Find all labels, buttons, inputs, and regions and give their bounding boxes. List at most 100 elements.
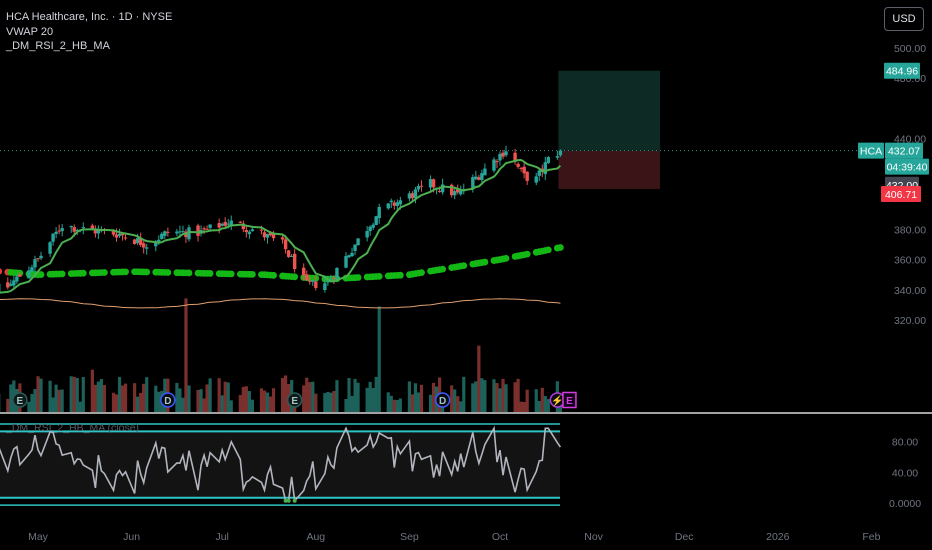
target-zone[interactable] — [558, 70, 661, 151]
candle — [495, 159, 499, 169]
candle-body — [501, 152, 505, 157]
candle — [525, 171, 529, 185]
rsi-indicator-label[interactable]: _DM_RSI_2_HB_MA — [6, 40, 110, 52]
volume-bar — [335, 380, 339, 412]
volume-bar — [238, 394, 242, 412]
vwap-indicator-label[interactable]: VWAP 20 — [6, 25, 54, 38]
slow-ma-dot — [375, 272, 383, 280]
candle — [39, 251, 43, 261]
candle — [184, 229, 188, 243]
volume-bar — [407, 381, 412, 412]
volume-bar — [250, 399, 254, 412]
volume-bar — [247, 391, 251, 412]
candlesticks — [0, 145, 563, 294]
volume-bar — [27, 401, 31, 412]
last-price-badge-text: 432.07 — [888, 146, 920, 158]
earnings-upcoming-marker[interactable]: E — [562, 391, 577, 409]
candle-body — [27, 270, 31, 279]
slow-ma-dot — [291, 273, 299, 281]
target-price-badge[interactable]: 484.96 — [884, 62, 920, 79]
candle-body — [75, 230, 79, 232]
candle-body — [60, 228, 64, 232]
countdown-badge-bg — [885, 158, 929, 175]
candle-body — [262, 232, 267, 238]
last-price-badge[interactable]: 432.07 — [885, 142, 923, 159]
volume-bar — [534, 389, 538, 412]
last-price-badge-bg — [885, 142, 923, 159]
time-axis-label: Oct — [492, 531, 508, 543]
volume-bar — [308, 382, 312, 412]
volume-bar — [483, 380, 487, 412]
countdown-badge[interactable]: 04:39:40 — [885, 158, 929, 175]
volume-bar — [450, 385, 454, 412]
slow-ma-dot — [227, 270, 235, 278]
candle — [365, 226, 369, 242]
candle-body — [498, 153, 502, 161]
volume-bar — [114, 394, 119, 412]
candle — [537, 169, 541, 182]
candle — [175, 228, 179, 237]
volume-bar — [546, 399, 550, 412]
candle-body — [72, 227, 76, 232]
candle — [187, 224, 191, 242]
candle — [145, 243, 149, 255]
candle-body — [187, 227, 191, 240]
candle — [416, 183, 421, 193]
candle — [555, 150, 560, 160]
volume-bar — [350, 395, 354, 412]
volume-bar — [72, 376, 76, 412]
symbol-badge-text: HCA — [860, 146, 882, 158]
candle-body — [431, 179, 436, 188]
candle-body — [244, 229, 249, 233]
volume-bar — [181, 397, 185, 412]
symbol-title[interactable]: HCA Healthcare, Inc. · 1D · NYSE — [6, 11, 173, 23]
volume-bar — [217, 378, 221, 412]
candle — [501, 149, 505, 160]
dividend-marker[interactable]: D — [434, 392, 451, 408]
volume-bar — [332, 390, 336, 412]
volume-bar — [353, 378, 357, 412]
symbol-badge[interactable]: HCA — [858, 142, 884, 159]
candle-body — [259, 229, 264, 231]
volume-bar — [365, 387, 369, 412]
candle-body — [18, 274, 22, 277]
candle — [48, 241, 52, 257]
currency-button[interactable]: USD — [884, 7, 924, 31]
candle-body — [389, 200, 393, 203]
candle-body — [392, 202, 397, 206]
volume-bar — [344, 399, 348, 412]
candle-body — [326, 280, 330, 282]
candle — [347, 254, 351, 259]
earnings-marker[interactable]: E — [286, 392, 303, 408]
slow-ma-dots — [0, 244, 564, 283]
candle-body — [371, 224, 375, 228]
volume-bar — [513, 382, 517, 412]
price-tick-label: 380.00 — [894, 224, 926, 236]
volume-bar — [102, 384, 107, 412]
candle-body — [350, 252, 354, 257]
earnings-marker[interactable]: E — [12, 392, 28, 408]
volume-bar — [142, 383, 146, 412]
candle-body — [308, 280, 312, 282]
candle-body — [525, 171, 529, 181]
candle-body — [81, 227, 85, 229]
volume-bar — [495, 383, 499, 412]
candle — [81, 222, 85, 235]
candle — [289, 254, 294, 258]
candle-body — [480, 173, 484, 180]
candle — [163, 230, 167, 239]
volume-bar — [157, 391, 161, 412]
stop-zone[interactable] — [558, 150, 661, 189]
candle-body — [377, 206, 381, 219]
price-tick-label: 320.00 — [894, 315, 926, 327]
volume-bar — [540, 387, 544, 412]
candle — [54, 227, 58, 239]
candle-body — [238, 221, 243, 223]
dividend-marker[interactable]: D — [160, 392, 176, 408]
target-price-badge-text: 484.96 — [886, 66, 918, 78]
stop-price-badge[interactable]: 406.71 — [881, 185, 921, 202]
candle-body — [428, 179, 433, 188]
volume-bar — [456, 396, 460, 412]
candle — [356, 238, 360, 246]
